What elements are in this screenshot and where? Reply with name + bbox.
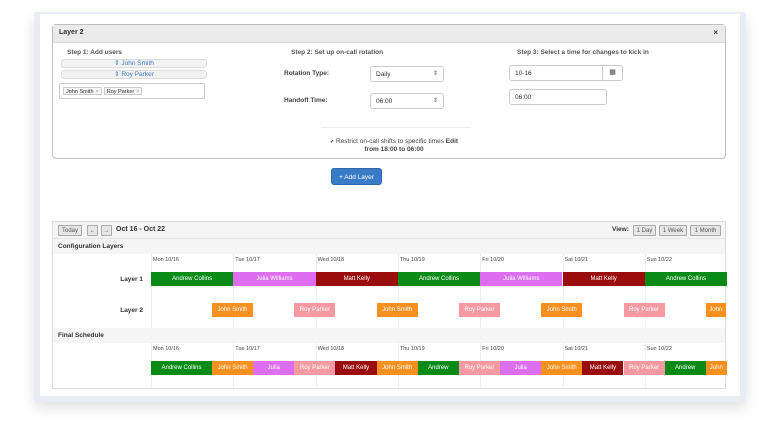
close-icon[interactable]: × bbox=[713, 28, 718, 37]
day-header: Sun 10/22 bbox=[646, 257, 672, 263]
restrict-text: Restrict on-call shifts to specific time… bbox=[335, 138, 444, 145]
shift-block[interactable]: John Smith bbox=[376, 303, 418, 317]
view-label: View: bbox=[612, 226, 629, 233]
shift-block[interactable]: John Smith bbox=[541, 361, 583, 375]
divider bbox=[321, 127, 471, 128]
day-header: Wed 10/18 bbox=[317, 257, 345, 263]
shift-block[interactable]: Matt Kelly bbox=[315, 272, 398, 286]
rotation-type-label: Rotation Type: bbox=[284, 70, 330, 77]
shift-block[interactable]: John Smith bbox=[541, 303, 583, 317]
day-column-line bbox=[233, 254, 235, 328]
shift-block[interactable]: Roy Parker bbox=[458, 361, 501, 375]
restrict-edit-link[interactable]: Edit bbox=[445, 138, 459, 145]
shift-block[interactable]: Julia bbox=[253, 361, 295, 375]
step3-title: Step 3: Select a time for changes to kic… bbox=[517, 49, 649, 56]
shift-block[interactable]: Julia Williams bbox=[480, 272, 563, 286]
view-1-day-button[interactable]: 1 Day bbox=[633, 225, 656, 236]
panel-title: Layer 2 bbox=[59, 29, 84, 36]
date-range: Oct 16 - Oct 22 bbox=[116, 226, 166, 233]
shift-block[interactable]: Andrew bbox=[417, 361, 459, 375]
final-schedule-header: Final Schedule bbox=[53, 328, 725, 343]
day-header: Wed 10/18 bbox=[317, 346, 345, 352]
shift-block[interactable]: John bbox=[705, 361, 727, 375]
shift-block[interactable]: John bbox=[705, 303, 726, 317]
today-button[interactable]: Today bbox=[58, 225, 82, 236]
schedule-calendar: Today ← → Oct 16 - Oct 22 View: 1 Day 1 … bbox=[52, 221, 728, 389]
tag-remove-icon[interactable]: × bbox=[136, 89, 140, 95]
shift-block[interactable]: Matt Kelly bbox=[582, 361, 624, 375]
shift-block[interactable]: John Smith bbox=[376, 361, 418, 375]
view-1-week-button[interactable]: 1 Week bbox=[659, 225, 687, 236]
users-tag-input[interactable]: John Smith × Roy Parker × bbox=[59, 83, 205, 99]
schedule-toolbar: Today ← → Oct 16 - Oct 22 View: 1 Day 1 … bbox=[53, 222, 725, 239]
day-column-line bbox=[397, 254, 399, 328]
restrict-range: from 18:00 to 06:00 bbox=[364, 146, 424, 153]
shift-block[interactable]: Roy Parker bbox=[623, 361, 665, 375]
layer-editor-panel: Layer 2 × Step 1: Add users ⇕ John Smith… bbox=[52, 24, 726, 159]
restrict-shifts-option: ✔ Restrict on-call shifts to specific ti… bbox=[269, 138, 519, 154]
layer-1-label: Layer 1 bbox=[120, 276, 143, 283]
day-header: Sat 10/21 bbox=[564, 257, 589, 263]
day-header: Tue 10/17 bbox=[235, 257, 260, 263]
day-header: Mon 10/16 bbox=[153, 257, 179, 263]
shift-block[interactable]: John Smith bbox=[212, 303, 253, 317]
day-column-line bbox=[480, 254, 482, 328]
day-header: Fri 10/20 bbox=[482, 346, 504, 352]
shift-block[interactable]: Roy Parker bbox=[623, 303, 665, 317]
shift-block[interactable]: Julia Williams bbox=[233, 272, 316, 286]
shift-block[interactable]: Andrew Collins bbox=[151, 272, 234, 286]
start-date-input[interactable]: 10-16 ▦ bbox=[509, 65, 623, 81]
calendar-icon[interactable]: ▦ bbox=[602, 65, 622, 81]
shift-block[interactable]: Matt Kelly bbox=[562, 272, 645, 286]
step1-title: Step 1: Add users bbox=[67, 49, 123, 56]
restrict-checkbox[interactable]: ✔ bbox=[329, 139, 335, 145]
handoff-time-select[interactable]: 06:00 ⇕ bbox=[370, 93, 444, 109]
day-header: Sun 10/22 bbox=[646, 346, 672, 352]
day-header: Tue 10/17 bbox=[235, 346, 260, 352]
shift-block[interactable]: Andrew bbox=[664, 361, 706, 375]
day-column-line bbox=[151, 254, 152, 328]
layer-2-label: Layer 2 bbox=[120, 307, 143, 314]
configuration-layers-header: Configuration Layers bbox=[53, 239, 725, 254]
shift-block[interactable]: Julia bbox=[500, 361, 542, 375]
panel-header: Layer 2 × bbox=[53, 25, 725, 43]
select-arrow-icon: ⇕ bbox=[432, 71, 438, 77]
shift-block[interactable]: John Smith bbox=[212, 361, 254, 375]
view-1-month-button[interactable]: 1 Month bbox=[690, 225, 721, 236]
tag-john-smith: John Smith × bbox=[63, 87, 102, 95]
rotation-type-select[interactable]: Daily ⇕ bbox=[370, 66, 444, 82]
shift-block[interactable]: Andrew Collins bbox=[397, 272, 481, 286]
user-pill-john-smith[interactable]: ⇕ John Smith bbox=[61, 59, 207, 68]
shift-block[interactable]: Andrew Collins bbox=[151, 361, 212, 375]
shift-block[interactable]: Andrew Collins bbox=[644, 272, 728, 286]
add-layer-button[interactable]: + Add Layer bbox=[331, 168, 382, 185]
shift-block[interactable]: Matt Kelly bbox=[335, 361, 377, 375]
tag-roy-parker: Roy Parker × bbox=[103, 87, 143, 95]
user-pill-roy-parker[interactable]: ⇕ Roy Parker bbox=[61, 70, 207, 79]
shift-block[interactable]: Roy Parker bbox=[294, 303, 336, 317]
day-header: Fri 10/20 bbox=[482, 257, 504, 263]
day-header: Sat 10/21 bbox=[564, 346, 589, 352]
start-time-input[interactable]: 06:00 bbox=[509, 89, 607, 105]
handoff-time-label: Handoff Time: bbox=[284, 97, 328, 104]
day-column-line bbox=[644, 254, 646, 328]
step2-title: Step 2: Set up on-call rotation bbox=[291, 49, 384, 56]
select-arrow-icon: ⇕ bbox=[432, 98, 438, 104]
next-arrow-icon[interactable]: → bbox=[101, 225, 112, 236]
tag-remove-icon[interactable]: × bbox=[95, 89, 99, 95]
day-header: Thu 10/19 bbox=[399, 257, 425, 263]
shift-block[interactable]: Roy Parker bbox=[458, 303, 500, 317]
day-header: Mon 10/16 bbox=[153, 346, 179, 352]
day-column-line bbox=[315, 254, 317, 328]
shift-block[interactable]: Roy Parker bbox=[294, 361, 336, 375]
prev-arrow-icon[interactable]: ← bbox=[87, 225, 98, 236]
day-column-line bbox=[562, 254, 564, 328]
day-header: Thu 10/19 bbox=[399, 346, 425, 352]
